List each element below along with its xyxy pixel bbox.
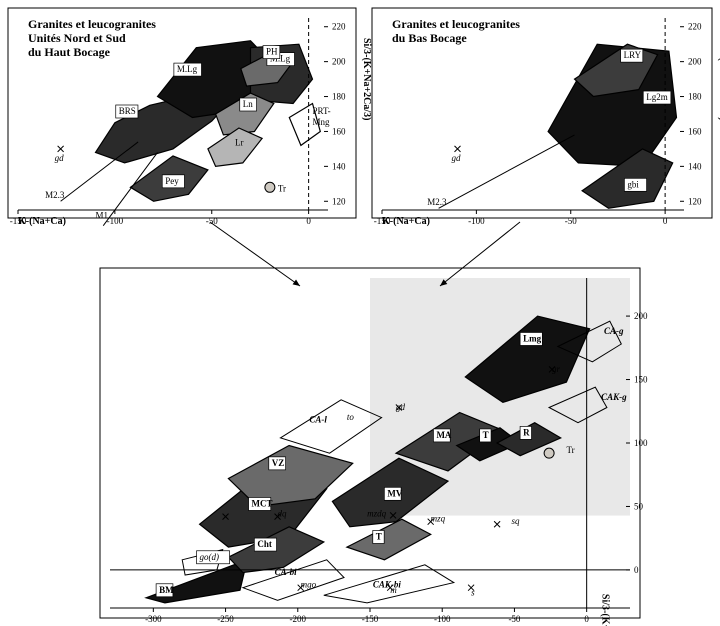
svg-text:200: 200 [688, 57, 702, 67]
svg-text:120: 120 [332, 196, 346, 206]
field-CAl [280, 400, 381, 453]
svg-text:BRS: BRS [119, 106, 136, 116]
svg-text:gd: gd [55, 153, 65, 163]
svg-text:Mng: Mng [313, 117, 331, 127]
svg-text:m: m [390, 585, 397, 595]
panel-b-title: du Bas Bocage [392, 31, 467, 45]
svg-text:200: 200 [634, 311, 648, 321]
svg-text:VZ: VZ [272, 458, 285, 468]
panel-b: Granites et leucogranitesdu Bas Bocage -1… [372, 8, 720, 227]
svg-text:Lg2m: Lg2m [646, 92, 668, 102]
svg-text:-100: -100 [468, 216, 485, 226]
svg-text:220: 220 [332, 22, 346, 32]
svg-text:MV: MV [387, 488, 402, 498]
svg-text:PH: PH [266, 47, 278, 57]
svg-text:T: T [483, 430, 489, 440]
svg-text:gd: gd [452, 153, 462, 163]
svg-text:mzq: mzq [431, 514, 446, 524]
svg-text:M.Lg: M.Lg [177, 64, 198, 74]
svg-text:200: 200 [332, 57, 346, 67]
panel-a-title: Granites et leucogranites [28, 17, 156, 31]
panel-a-ylabel: Si/3-(K+Na+2Ca/3) [361, 38, 372, 121]
svg-text:Lr: Lr [235, 137, 244, 147]
svg-text:M2.3: M2.3 [427, 197, 447, 207]
svg-text:180: 180 [688, 92, 702, 102]
svg-text:MA: MA [436, 430, 451, 440]
panel-c: -300 -250 -200 -150 -100 -50 0 0 50 100 150 200 Si/3… [100, 268, 648, 626]
svg-text:CA-l: CA-l [309, 415, 327, 425]
svg-text:Lmg: Lmg [523, 333, 542, 343]
svg-text:150: 150 [634, 375, 648, 385]
panel-b-xlabel: K-(Na+Ca) [382, 216, 430, 227]
svg-text:-50: -50 [565, 216, 577, 226]
svg-text:Tr: Tr [278, 183, 286, 193]
svg-text:50: 50 [634, 501, 644, 511]
svg-text:-150: -150 [362, 614, 379, 624]
svg-text:M2.3: M2.3 [45, 190, 65, 200]
svg-text:-50: -50 [508, 614, 520, 624]
svg-text:160: 160 [688, 126, 702, 136]
svg-text:140: 140 [332, 161, 346, 171]
svg-text:-300: -300 [145, 614, 162, 624]
svg-text:PRT-: PRT- [313, 106, 331, 116]
tr-marker [544, 448, 554, 458]
panel-a: Granites et leucogranitesUnités Nord et … [8, 8, 372, 227]
panel-a-title: Unités Nord et Sud [28, 31, 126, 45]
svg-text:0: 0 [663, 216, 668, 226]
svg-text:Cht: Cht [257, 539, 272, 549]
svg-text:go(d): go(d) [200, 552, 220, 562]
svg-text:0: 0 [584, 614, 589, 624]
panel-a-xlabel: K-(Na+Ca) [18, 216, 66, 227]
svg-text:0: 0 [306, 216, 311, 226]
svg-text:R: R [523, 427, 530, 437]
svg-text:CA-bi: CA-bi [275, 567, 298, 577]
svg-text:M1: M1 [96, 211, 109, 221]
svg-text:T: T [376, 531, 382, 541]
svg-text:0: 0 [634, 565, 639, 575]
svg-text:mgo: mgo [301, 580, 317, 590]
svg-text:sq: sq [512, 516, 521, 526]
svg-text:-50: -50 [206, 216, 218, 226]
svg-text:100: 100 [634, 438, 648, 448]
svg-text:LRY: LRY [624, 50, 642, 60]
svg-text:-200: -200 [290, 614, 307, 624]
svg-text:CAK-g: CAK-g [601, 392, 627, 402]
panel-a-title: du Haut Bocage [28, 45, 111, 59]
panel-c-ylabel: Si/3-(K+Na+2Ca/3) [600, 594, 611, 626]
svg-text:MCT: MCT [252, 498, 273, 508]
svg-text:Ln: Ln [243, 99, 253, 109]
field-VZ [228, 446, 352, 507]
svg-text:gbi: gbi [627, 179, 639, 189]
svg-text:BM: BM [159, 585, 174, 595]
panel-b-title: Granites et leucogranites [392, 17, 520, 31]
svg-text:to: to [347, 412, 355, 422]
svg-text:-100: -100 [434, 614, 451, 624]
svg-text:220: 220 [688, 22, 702, 32]
svg-text:Pey: Pey [165, 176, 179, 186]
svg-text:dq: dq [278, 509, 288, 519]
svg-text:Tr: Tr [566, 445, 574, 455]
callout-arrows [210, 222, 520, 286]
svg-text:CAK-bi: CAK-bi [373, 580, 402, 590]
svg-text:140: 140 [688, 161, 702, 171]
svg-text:gd: gd [396, 402, 406, 412]
svg-text:120: 120 [688, 196, 702, 206]
svg-text:160: 160 [332, 126, 346, 136]
svg-text:-250: -250 [217, 614, 234, 624]
svg-text:gr: gr [552, 364, 561, 374]
svg-text:mzdq: mzdq [367, 509, 387, 519]
svg-text:180: 180 [332, 92, 346, 102]
svg-text:CA-g: CA-g [604, 326, 624, 336]
svg-text:s: s [471, 587, 475, 597]
